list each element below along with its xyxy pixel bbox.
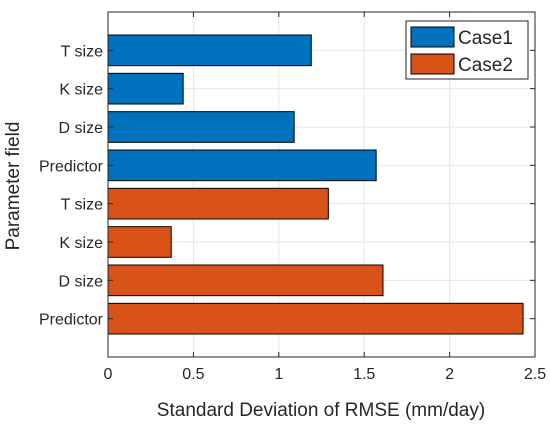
y-tick-label: K size bbox=[59, 82, 103, 99]
bar-case1-t-size bbox=[107, 34, 312, 67]
y-tick-label: Predictor bbox=[39, 158, 104, 175]
x-axis-label: Standard Deviation of RMSE (mm/day) bbox=[157, 400, 485, 421]
bar-case2-k-size bbox=[107, 226, 172, 258]
legend-swatch-case1 bbox=[410, 26, 455, 48]
x-tick-label: 1 bbox=[274, 366, 283, 383]
y-tick-label: D size bbox=[59, 273, 104, 290]
bar-case1-k-size bbox=[107, 72, 184, 105]
y-axis-label: Parameter field bbox=[3, 122, 24, 251]
y-tick-label: T size bbox=[61, 197, 103, 214]
y-tick-label: D size bbox=[59, 120, 104, 137]
legend-swatch-case2 bbox=[410, 53, 455, 75]
y-tick-label: T size bbox=[61, 43, 103, 60]
x-tick-label: 0 bbox=[104, 366, 113, 383]
legend-label-case2: Case2 bbox=[458, 55, 513, 76]
ticks-layer: 0 0.5 1 1.5 2 2.5 T size K size D size Predictor T… bbox=[39, 12, 546, 383]
bar-case1-predictor bbox=[107, 149, 377, 182]
x-tick-label: 2.5 bbox=[524, 366, 546, 383]
bar-layer bbox=[107, 34, 524, 335]
x-tick-label: 0.5 bbox=[182, 366, 204, 383]
bar-case1-d-size bbox=[107, 111, 295, 143]
legend: Case1 Case2 bbox=[405, 20, 529, 80]
bar-case2-predictor bbox=[107, 302, 524, 335]
y-tick-label: Predictor bbox=[39, 312, 104, 329]
axes-frame bbox=[107, 11, 536, 358]
x-tick-label: 2 bbox=[445, 366, 454, 383]
axes-layer bbox=[107, 11, 536, 358]
y-tick-label: K size bbox=[59, 235, 103, 252]
x-tick-label: 1.5 bbox=[353, 366, 375, 383]
bar-case2-t-size bbox=[107, 187, 329, 220]
legend-label-case1: Case1 bbox=[458, 28, 513, 49]
bar-case2-d-size bbox=[107, 264, 384, 297]
